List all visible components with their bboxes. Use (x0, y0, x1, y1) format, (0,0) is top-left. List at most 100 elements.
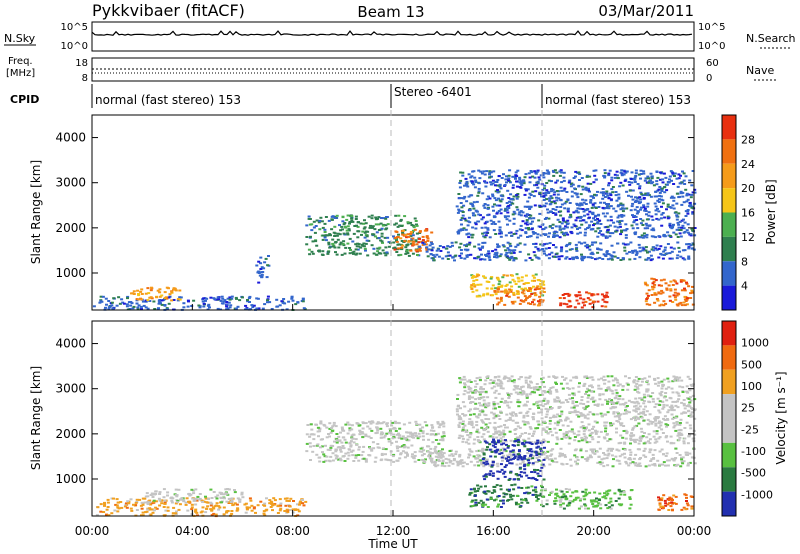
data-cell (230, 510, 234, 512)
data-cell (384, 246, 388, 249)
data-cell (654, 279, 658, 282)
data-cell (178, 296, 182, 299)
data-cell (481, 232, 485, 235)
data-cell (322, 453, 326, 456)
data-region (455, 375, 697, 445)
data-cell (624, 429, 628, 432)
data-cell (480, 391, 484, 394)
data-cell (587, 187, 590, 190)
data-cell (681, 257, 685, 260)
data-cell (515, 180, 518, 183)
data-cell (650, 228, 654, 231)
data-cell (569, 379, 573, 382)
data-cell (562, 433, 566, 436)
data-cell (671, 380, 675, 383)
data-cell (667, 284, 671, 287)
data-cell (646, 383, 650, 386)
data-cell (628, 183, 632, 186)
data-cell (638, 458, 642, 461)
data-cell (475, 279, 479, 281)
data-cell (688, 461, 692, 464)
data-cell (576, 459, 580, 461)
data-cell (615, 431, 618, 434)
data-cell (197, 304, 201, 307)
data-cell (660, 390, 664, 393)
data-cell (631, 249, 634, 252)
data-cell (543, 420, 546, 423)
data-cell (369, 437, 373, 439)
data-cell (467, 396, 471, 399)
data-cell (635, 400, 639, 403)
data-cell (340, 441, 344, 444)
data-cell (664, 282, 668, 285)
data-cell (658, 411, 662, 414)
data-cell (553, 427, 557, 430)
data-cell (151, 496, 155, 498)
data-cell (660, 205, 663, 208)
data-cell (506, 454, 510, 457)
data-cell (608, 224, 612, 227)
data-cell (384, 448, 388, 451)
data-cell (685, 282, 689, 285)
data-cell (528, 288, 532, 290)
data-cell (364, 435, 368, 438)
data-cell (551, 208, 555, 210)
data-cell (563, 207, 567, 210)
data-cell (670, 457, 674, 460)
data-cell (499, 208, 503, 211)
data-cell (657, 201, 661, 203)
data-cell (555, 399, 559, 402)
data-cell (518, 401, 522, 404)
data-cell (573, 256, 577, 259)
data-cell (335, 441, 339, 444)
data-cell (477, 274, 481, 277)
data-cell (562, 189, 566, 192)
data-cell (612, 384, 616, 387)
data-cell (588, 175, 592, 178)
data-cell (403, 229, 407, 232)
data-cell (582, 427, 586, 429)
data-cell (689, 244, 693, 247)
data-cell (656, 176, 660, 179)
data-cell (539, 285, 543, 288)
data-cell (469, 413, 473, 416)
data-cell (505, 426, 509, 429)
data-cell (429, 433, 433, 436)
data-cell (641, 246, 645, 249)
data-cell (665, 189, 669, 192)
data-cell (688, 401, 692, 404)
data-cell (605, 457, 609, 460)
data-cell (401, 450, 405, 453)
data-cell (666, 411, 670, 414)
data-cell (576, 228, 579, 230)
data-cell (581, 413, 585, 416)
data-cell (236, 497, 240, 500)
data-cell (423, 243, 426, 246)
data-cell (380, 454, 384, 456)
data-cell (658, 436, 662, 439)
data-cell (536, 169, 540, 172)
data-cell (406, 222, 410, 225)
data-cell (690, 407, 693, 410)
data-cell (534, 242, 538, 245)
data-cell (458, 461, 462, 464)
data-cell (230, 512, 234, 515)
data-cell (683, 221, 687, 224)
data-cell (665, 418, 669, 420)
data-cell (614, 406, 618, 409)
data-cell (542, 243, 546, 246)
data-cell (170, 501, 174, 504)
data-cell (681, 170, 684, 173)
data-cell (645, 284, 649, 287)
data-cell (459, 407, 462, 410)
data-cell (333, 440, 336, 443)
data-cell (494, 451, 498, 454)
data-cell (616, 216, 620, 219)
data-cell (351, 449, 355, 452)
data-cell (178, 298, 182, 301)
data-cell (374, 216, 378, 219)
data-cell (658, 450, 662, 453)
data-cell (429, 253, 433, 255)
data-cell (630, 181, 634, 184)
data-cell (541, 428, 545, 431)
